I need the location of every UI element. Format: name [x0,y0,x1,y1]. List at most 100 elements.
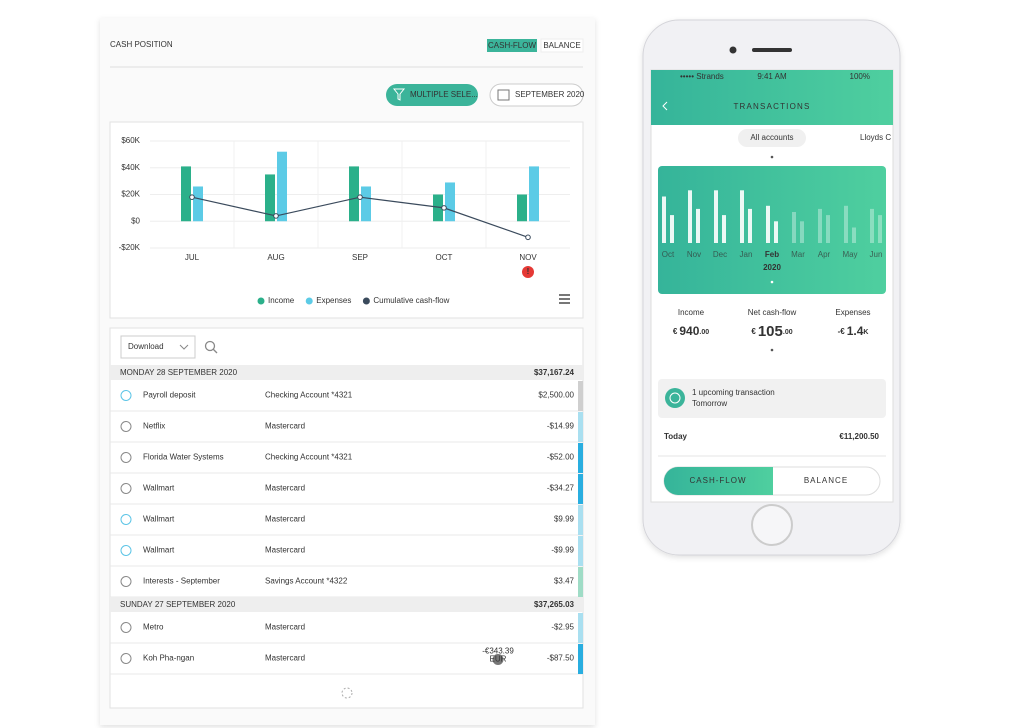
legend-swatch [305,297,313,305]
x-tick-label: NOV [519,253,537,262]
x-tick-label: OCT [436,253,453,262]
stat-label: Net cash-flow [748,308,797,317]
phone-month: Feb [765,250,779,259]
phone-bar [800,221,804,243]
phone-bar [826,215,830,243]
row-account: Mastercard [265,422,305,431]
bar [193,186,203,222]
page-dot [770,348,774,352]
row-icon [120,390,132,401]
phone-header [651,70,893,125]
upcoming-subtitle: Tomorrow [692,399,727,408]
download-label: Download [128,342,164,351]
x-tick-label: JUL [185,253,200,262]
alert-mark: ! [527,267,530,276]
row-icon [120,514,132,525]
row-icon [120,576,132,587]
filter-button[interactable] [386,84,478,106]
stat-currency: € [673,327,678,336]
row-name: Netflix [143,422,165,431]
row-color-bar [578,505,583,535]
search-icon[interactable] [204,340,216,352]
phone-month: Oct [662,250,675,259]
row-account: Mastercard [265,654,305,663]
phone-month: Apr [818,250,831,259]
row-name: Payroll deposit [143,391,196,400]
upcoming-card[interactable] [658,379,886,418]
day-header [110,597,583,612]
toggle-cashflow[interactable] [487,39,537,52]
phone-month: Mar [791,250,805,259]
account-tab[interactable]: Lloyds C [860,133,891,142]
row-name: Koh Pha-ngan [143,654,194,663]
row-amount: -$9.99 [551,546,574,555]
day-total: $37,167.24 [534,368,575,377]
phone-bar [722,215,726,243]
stat-value: €105.00 [751,323,792,340]
phone-month: Jun [870,250,883,259]
speaker [752,48,792,52]
row-color-bar [578,613,583,643]
x-tick-label: SEP [352,253,368,262]
row-color-bar [578,644,583,674]
phone-bar [852,227,856,243]
stat-label: Income [678,308,705,317]
row-account: Mastercard [265,623,305,632]
chart-box [109,121,584,319]
date-button[interactable] [489,83,584,107]
legend-swatch [362,297,370,305]
row-icon [120,452,132,463]
phone-bar [818,208,822,243]
phone-title: TRANSACTIONS [733,102,810,111]
stat-currency: € [751,327,756,336]
clock: 9:41 AM [757,72,787,81]
home-button[interactable] [751,504,793,546]
bar [433,194,443,222]
phone-bar [748,208,752,243]
account-pill[interactable] [738,129,806,147]
row-name: Wallmart [143,484,175,493]
today-label: Today [664,432,688,441]
phone-bar [766,205,770,243]
date-label: SEPTEMBER 2020 [515,90,585,99]
row-badge-currency: EUR [490,655,507,664]
back-icon[interactable] [662,101,668,111]
day-total: $37,265.03 [534,600,575,609]
phone-month: May [842,250,857,259]
list-icon[interactable] [559,294,570,304]
row-account: Mastercard [265,546,305,555]
phone-toggle-active[interactable] [664,467,773,495]
phone-bar [688,190,692,243]
y-tick-label: -$20K [119,243,141,252]
cashflow-point [525,234,531,241]
phone-bar [696,208,700,243]
row-amount: $2,500.00 [538,391,574,400]
alert-badge [522,266,534,278]
day-label: SUNDAY 27 SEPTEMBER 2020 [120,600,236,609]
toggle-balance[interactable] [540,38,584,53]
account-tab[interactable]: All accounts [750,133,793,142]
camera [729,46,737,54]
row-icon [120,483,132,494]
bar [265,174,275,222]
stat-value: -€ 1.4K [838,324,869,338]
day-label: MONDAY 28 SEPTEMBER 2020 [120,368,238,377]
row-color-bar [578,381,583,411]
phone-bar [670,215,674,243]
desktop-title: CASH POSITION [110,40,173,49]
y-tick-label: $0 [131,216,140,225]
stat-decimals: K [863,329,868,336]
row-account: Savings Account *4322 [265,577,348,586]
stat-decimals: .00 [783,329,793,336]
download-select[interactable] [120,335,196,359]
phone-month: Dec [713,250,727,259]
row-icon [120,622,132,633]
row-icon [120,653,132,664]
stat-value: €940.00 [673,324,709,338]
page-dot [770,280,774,284]
row-color-bar [578,536,583,566]
day-header [110,365,583,380]
phone-bar [740,190,744,243]
legend-label: Cumulative cash-flow [373,296,449,305]
